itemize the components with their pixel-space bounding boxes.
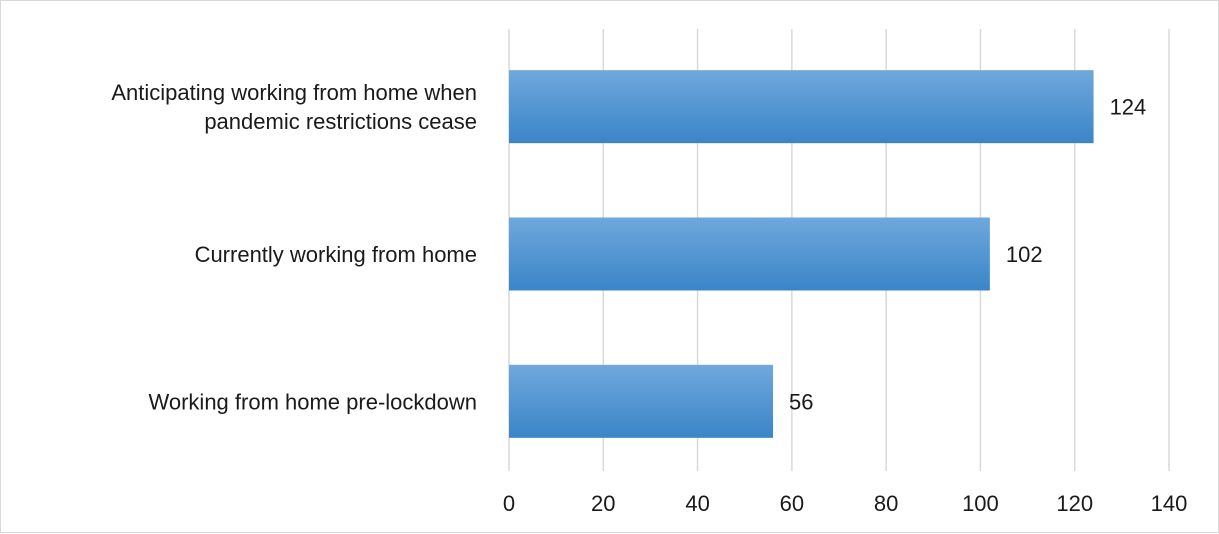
category-label: Working from home pre-lockdown <box>149 389 478 414</box>
x-tick-label: 80 <box>874 491 898 516</box>
category-label-line: Anticipating working from home when <box>111 80 477 105</box>
bar <box>509 364 773 438</box>
x-tick-label: 100 <box>962 491 999 516</box>
bar <box>509 70 1094 144</box>
x-tick-label: 40 <box>685 491 709 516</box>
data-label: 102 <box>1006 242 1043 267</box>
category-label-line: Working from home pre-lockdown <box>149 389 478 414</box>
data-label: 124 <box>1110 95 1147 120</box>
bar <box>509 217 990 291</box>
x-tick-label: 0 <box>503 491 515 516</box>
category-label: Currently working from home <box>195 242 477 267</box>
category-label-line: pandemic restrictions cease <box>204 109 477 134</box>
x-tick-label: 20 <box>591 491 615 516</box>
x-tick-label: 120 <box>1056 491 1093 516</box>
x-tick-label: 140 <box>1151 491 1188 516</box>
bars <box>509 70 1094 438</box>
category-label-line: Currently working from home <box>195 242 477 267</box>
x-tick-label: 60 <box>780 491 804 516</box>
labels: 0 20 40 60 80 100 120 140 124 Anticipating workin… <box>111 80 1187 516</box>
category-label: Anticipating working from home when pande… <box>111 80 477 134</box>
data-label: 56 <box>789 389 813 414</box>
